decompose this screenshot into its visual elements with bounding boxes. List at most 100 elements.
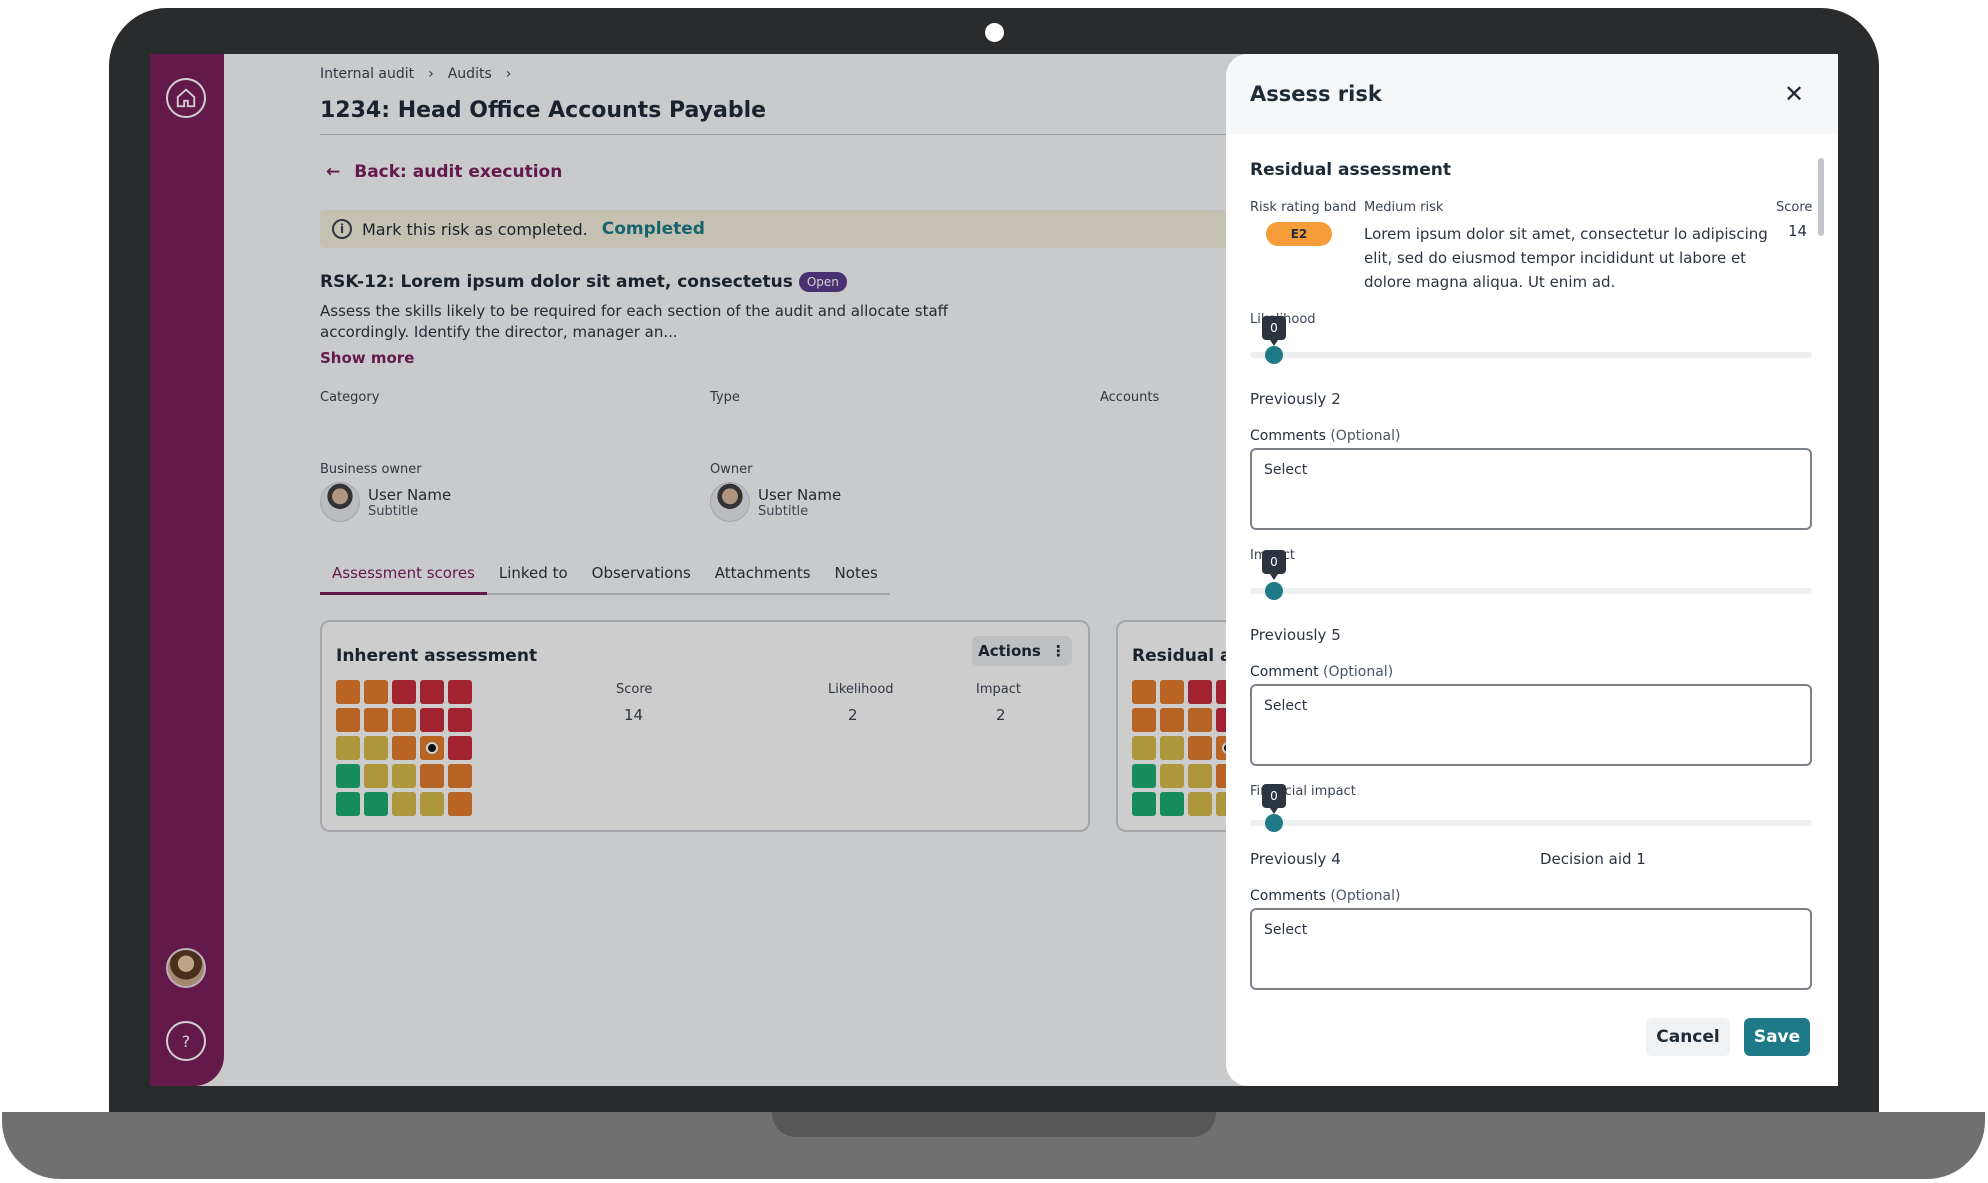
laptop-notch [772,1112,1216,1137]
heatmap-cell [1188,792,1212,816]
heatmap-cell [448,680,472,704]
tab-notes[interactable]: Notes [834,564,878,582]
impact-comment-input[interactable]: Select [1250,684,1812,766]
info-icon: i [332,219,352,239]
heatmap-cell [364,792,388,816]
heatmap-cell [1132,736,1156,760]
heatmap-cell [1132,680,1156,704]
panel-title: Assess risk [1250,82,1382,106]
impact-slider[interactable] [1250,588,1812,594]
cancel-button[interactable]: Cancel [1646,1018,1730,1056]
heatmap-cell [336,764,360,788]
heatmap-cell [392,680,416,704]
tab-observations[interactable]: Observations [591,564,691,582]
impact-label: Impact [976,682,1021,697]
tab-attachments[interactable]: Attachments [714,564,811,582]
business-owner-label: Business owner [320,462,422,477]
type-label: Type [710,390,740,405]
likelihood-slider[interactable] [1250,352,1812,358]
heatmap [336,680,472,816]
help-icon[interactable]: ? [166,1021,206,1061]
accounts-label: Accounts [1100,390,1160,405]
inherent-assessment-card: Inherent assessment Actions ⋮ Score 14 L… [320,620,1090,832]
panel-header: Assess risk ✕ [1226,54,1838,134]
optional-label: (Optional) [1330,428,1401,444]
back-link[interactable]: ← Back: audit execution [326,162,562,182]
heatmap-cell [336,708,360,732]
heatmap-cell [364,764,388,788]
likelihood-comments-input[interactable]: Select [1250,448,1812,530]
financial-impact-slider[interactable] [1250,820,1812,826]
heatmap-cell [1188,764,1212,788]
breadcrumb: Internal audit › Audits › [320,66,511,82]
kebab-icon: ⋮ [1050,642,1066,660]
tab-assessment-scores[interactable]: Assessment scores [320,556,487,595]
heatmap-cell [1132,708,1156,732]
arrow-left-icon: ← [326,162,341,182]
comment-label: Comment (Optional) [1250,664,1393,680]
heatmap-cell [364,680,388,704]
tab-bar: Assessment scores Linked to Observations… [320,556,890,595]
heatmap-cell [420,680,444,704]
comments-label-text: Comments [1250,428,1326,444]
optional-label: (Optional) [1323,664,1394,680]
slider-tooltip: 0 [1262,550,1286,580]
heatmap-cell [420,708,444,732]
save-button[interactable]: Save [1744,1018,1810,1056]
risk-rating-band-label: Risk rating band [1250,200,1357,215]
heatmap-cell [420,764,444,788]
heatmap-cell [392,764,416,788]
heatmap-cell [1188,680,1212,704]
show-more-link[interactable]: Show more [320,349,415,367]
likelihood-value: 2 [848,706,858,724]
user-subtitle: Subtitle [758,503,809,519]
tab-linked-to[interactable]: Linked to [498,564,568,582]
user-subtitle: Subtitle [368,503,419,519]
completion-text: Mark this risk as completed. [362,219,588,239]
heatmap-cell [420,792,444,816]
impact-value: 2 [996,706,1006,724]
screen: ? Internal audit › Audits › 1234: Head O… [150,54,1838,1086]
likelihood-slider-handle[interactable] [1265,346,1283,364]
user-name: User Name [368,485,452,504]
financial-impact-previous: Previously 4 [1250,850,1341,868]
actions-button[interactable]: Actions ⋮ [972,636,1072,666]
financial-impact-comments-input[interactable]: Select [1250,908,1812,990]
comment-label-text: Comment [1250,664,1319,680]
close-icon[interactable]: ✕ [1783,80,1805,108]
category-label: Category [320,390,380,405]
scrollbar[interactable] [1818,158,1824,236]
divider [320,134,1360,135]
financial-impact-slider-handle[interactable] [1265,814,1283,832]
completed-status[interactable]: Completed [601,219,705,239]
risk-title: RSK-12: Lorem ipsum dolor sit amet, cons… [320,272,847,292]
heatmap-cell [392,792,416,816]
likelihood-previous: Previously 2 [1250,390,1341,408]
heatmap-cell [448,764,472,788]
home-icon[interactable] [166,78,206,118]
band-name: Medium risk [1364,200,1444,215]
impact-slider-handle[interactable] [1265,582,1283,600]
card-title: Inherent assessment [336,646,538,666]
heatmap-cell [1160,792,1184,816]
score-label: Score [616,682,653,697]
page-title: 1234: Head Office Accounts Payable [320,98,767,123]
current-score-marker [426,742,438,754]
slider-tooltip: 0 [1262,316,1286,346]
slider-tooltip: 0 [1262,784,1286,814]
user-avatar[interactable] [166,948,206,988]
breadcrumb-item-internal-audit[interactable]: Internal audit [320,66,415,82]
heatmap-cell [1132,764,1156,788]
risk-description: Assess the skills likely to be required … [320,302,948,341]
heatmap-cell [392,708,416,732]
decision-aid-link[interactable]: Decision aid 1 [1540,850,1646,868]
breadcrumb-item-audits[interactable]: Audits [447,66,492,82]
owner[interactable]: User Name Subtitle [710,482,841,522]
comments-label: Comments (Optional) [1250,428,1400,444]
heatmap-cell [448,708,472,732]
sidebar: ? [150,54,224,1086]
score-value: 14 [624,706,644,724]
business-owner[interactable]: User Name Subtitle [320,482,451,522]
avatar [710,482,750,522]
heatmap-cell [336,736,360,760]
